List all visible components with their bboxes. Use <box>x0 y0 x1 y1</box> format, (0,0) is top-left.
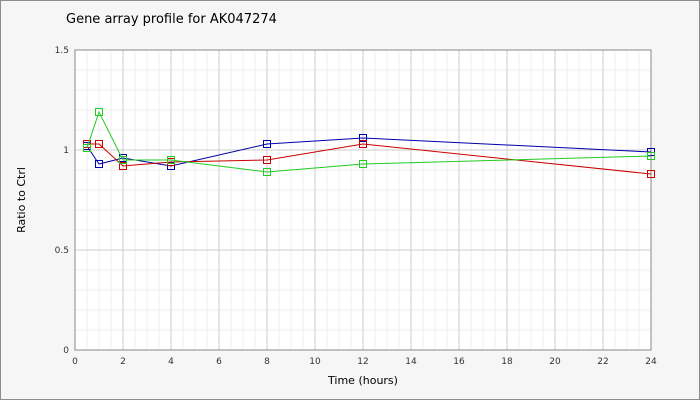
x-tick-label: 12 <box>357 357 368 367</box>
data-point-series-3 <box>167 156 175 164</box>
x-tick-label: 10 <box>309 357 321 367</box>
x-tick-label: 2 <box>120 357 126 367</box>
x-tick-label: 18 <box>501 357 513 367</box>
data-point-series-2 <box>119 162 127 170</box>
chart-title: Gene array profile for AK047274 <box>66 12 277 27</box>
x-tick-label: 6 <box>216 357 222 367</box>
plot-border <box>74 49 652 351</box>
y-tick-label: 1 <box>63 146 69 156</box>
data-point-series-2 <box>359 140 367 148</box>
data-point-series-3 <box>647 152 655 160</box>
data-point-series-2 <box>263 156 271 164</box>
x-tick-label: 14 <box>405 357 417 367</box>
data-point-series-3 <box>83 144 91 152</box>
data-point-series-2 <box>647 170 655 178</box>
series-line-3 <box>86 110 652 173</box>
x-tick-label: 20 <box>549 357 561 367</box>
x-tick-label: 8 <box>264 357 270 367</box>
data-point-series-3 <box>263 168 271 176</box>
y-axis-title: Ratio to Ctrl <box>15 167 28 233</box>
series-line-2 <box>87 143 652 175</box>
y-tick-label: 0.5 <box>55 246 69 256</box>
data-point-series-1 <box>359 134 367 142</box>
x-axis-title: Time (hours) <box>327 374 398 387</box>
x-tick-label: 16 <box>453 357 465 367</box>
data-point-series-1 <box>263 140 271 148</box>
x-tick-labels: 0 2 4 6 8 10 12 14 16 18 20 22 24 <box>72 357 657 367</box>
x-tick-label: 24 <box>645 357 657 367</box>
x-tick-label: 0 <box>72 357 78 367</box>
y-tick-label: 0 <box>63 346 69 356</box>
x-tick-label: 4 <box>168 357 174 367</box>
data-point-series-3 <box>359 160 367 168</box>
y-tick-label: 1.5 <box>55 46 69 56</box>
data-point-series-3 <box>95 108 103 116</box>
data-point-series-2 <box>95 140 103 148</box>
data-point-series-3 <box>119 156 127 164</box>
data-point-series-1 <box>95 160 103 168</box>
x-tick-label: 22 <box>597 357 608 367</box>
series-layer <box>83 108 655 178</box>
y-tick-labels: 0 0.5 1 1.5 <box>55 46 70 356</box>
